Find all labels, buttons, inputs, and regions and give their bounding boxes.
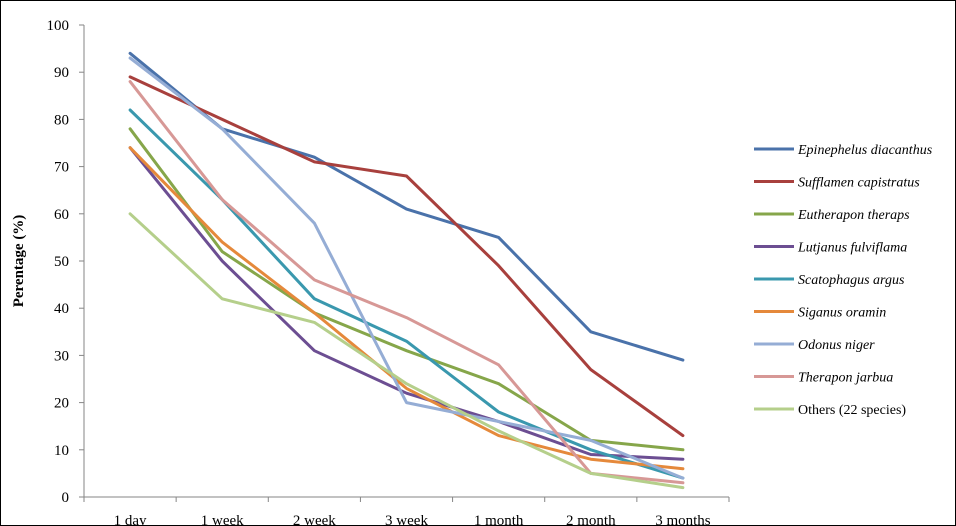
y-tick-label: 90 xyxy=(54,65,69,81)
legend-item: Siganus oramin xyxy=(754,306,886,321)
legend-label: Sufflamen capistratus xyxy=(798,176,920,191)
x-tick-label: 1 day xyxy=(114,513,147,526)
x-tick-label: 3 week xyxy=(385,513,428,526)
legend-label: Odonus niger xyxy=(798,338,875,353)
series-line-4 xyxy=(128,108,685,480)
y-tick-label: 40 xyxy=(54,301,69,317)
x-tick-label: 1 month xyxy=(474,513,524,526)
series-line-7 xyxy=(128,80,685,485)
legend-label: Epinephelus diacanthus xyxy=(797,143,933,158)
series-lines xyxy=(128,51,685,490)
x-tick-label: 1 week xyxy=(201,513,244,526)
legend-item: Scatophagus argus xyxy=(754,273,905,288)
legend-item: Lutjanus fulviflama xyxy=(754,241,907,256)
x-tick-label: 3 months xyxy=(655,513,711,526)
axes: 0 10 20 30 40 50 60 70 80 90 100 1 day 1 week 2 week 3… xyxy=(11,18,730,526)
series-line-0 xyxy=(128,51,685,362)
y-tick-label: 30 xyxy=(54,348,69,364)
legend-item: Sufflamen capistratus xyxy=(754,176,920,191)
y-tick-label: 70 xyxy=(54,160,69,176)
y-tick-label: 80 xyxy=(54,112,69,128)
x-tick-label: 2 week xyxy=(293,513,336,526)
series-line-1 xyxy=(128,75,685,438)
legend-label: Siganus oramin xyxy=(798,306,886,321)
legend-item: Therapon jarbua xyxy=(754,371,893,386)
y-tick-label: 100 xyxy=(47,18,70,34)
legend-label: Scatophagus argus xyxy=(798,273,905,288)
legend: Epinephelus diacanthus Sufflamen capistra… xyxy=(754,143,933,418)
y-tick-label: 60 xyxy=(54,207,69,223)
legend-item: Odonus niger xyxy=(754,338,875,353)
legend-label: Others (22 species) xyxy=(798,403,906,418)
y-axis-title: Perentage (%) xyxy=(11,215,27,308)
y-tick-label: 0 xyxy=(62,490,70,506)
y-tick-label: 50 xyxy=(54,254,69,270)
series-line-5 xyxy=(128,146,685,471)
legend-item: Eutherapon theraps xyxy=(754,208,910,223)
series-line-3 xyxy=(128,146,685,461)
legend-label: Eutherapon theraps xyxy=(797,208,910,223)
series-line-8 xyxy=(128,212,685,490)
legend-item: Epinephelus diacanthus xyxy=(754,143,933,158)
x-tick-label: 2 month xyxy=(566,513,616,526)
legend-label: Therapon jarbua xyxy=(798,371,893,386)
legend-label: Lutjanus fulviflama xyxy=(797,241,907,256)
y-tick-label: 20 xyxy=(54,396,69,412)
legend-item: Others (22 species) xyxy=(754,403,906,418)
series-line-6 xyxy=(128,56,685,480)
y-tick-label: 10 xyxy=(54,443,69,459)
